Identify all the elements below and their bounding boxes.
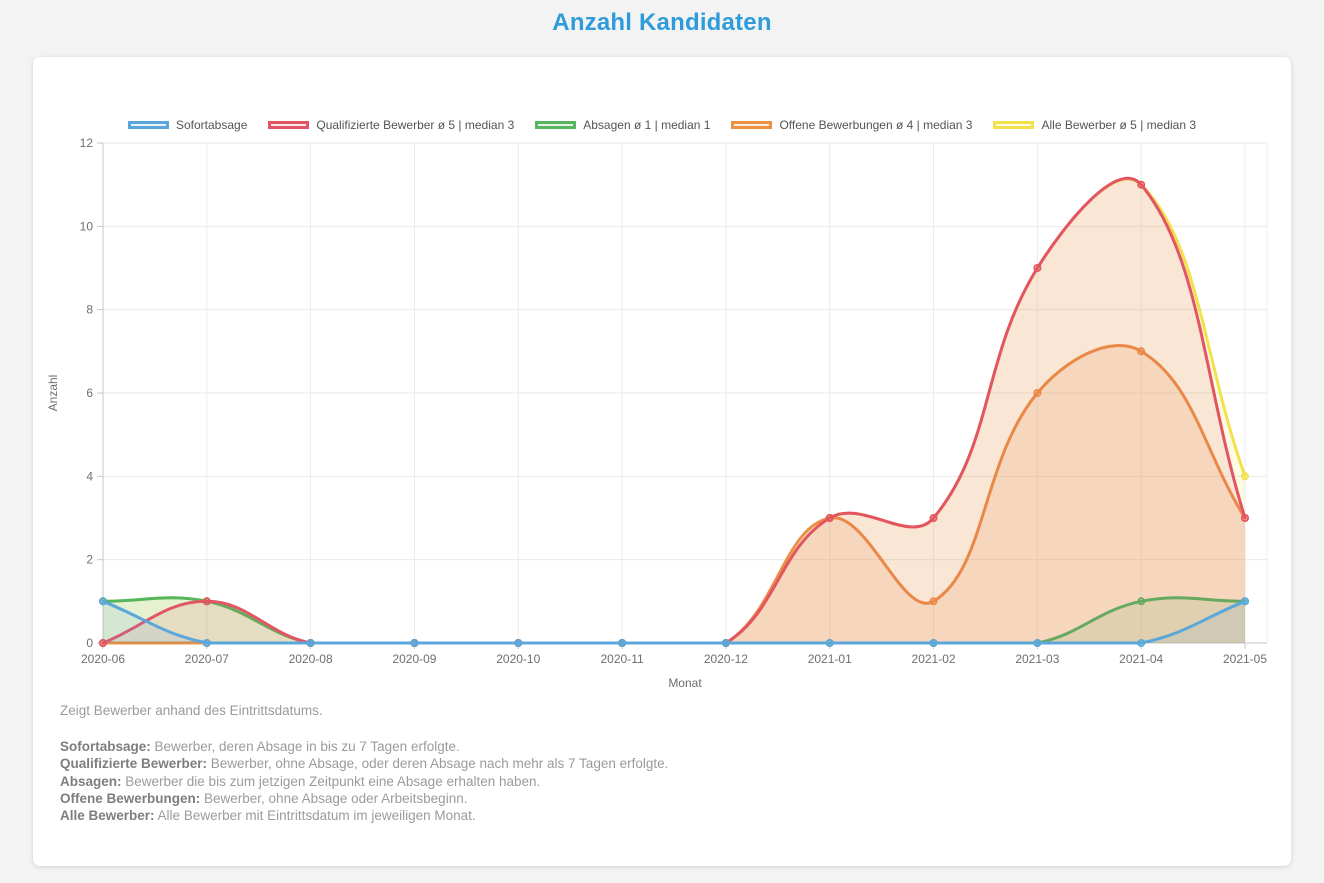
x-tick-label: 2021-01 — [808, 652, 852, 666]
series-sofortabsage — [99, 597, 1250, 647]
definition-line: Qualifizierte Bewerber: Bewerber, ohne A… — [60, 755, 1270, 772]
data-point-qualifizierte-bewerber[interactable] — [1241, 513, 1250, 522]
legend-label: Alle Bewerber ø 5 | median 3 — [1041, 118, 1197, 132]
chart-notes: Zeigt Bewerber anhand des Eintrittsdatum… — [60, 703, 1270, 824]
data-point-sofortabsage[interactable] — [929, 638, 938, 647]
y-tick-label: 8 — [86, 303, 93, 317]
definition-text: Bewerber, ohne Absage oder Arbeitsbeginn… — [200, 790, 468, 806]
data-point-sofortabsage[interactable] — [618, 638, 627, 647]
data-point-qualifizierte-bewerber[interactable] — [99, 638, 108, 647]
data-point-offene-bewerbungen[interactable] — [1033, 388, 1042, 397]
data-point-sofortabsage[interactable] — [514, 638, 523, 647]
legend-item-sofortabsage[interactable]: Sofortabsage — [127, 118, 248, 132]
series-area-absagen — [103, 597, 1245, 643]
legend-label: Sofortabsage — [175, 118, 248, 132]
x-tick-label: 2020-12 — [704, 652, 748, 666]
definition-text: Alle Bewerber mit Eintrittsdatum im jewe… — [154, 808, 476, 824]
series-area-alle-bewerber — [103, 179, 1245, 643]
series-definitions: Sofortabsage: Bewerber, deren Absage in … — [60, 738, 1270, 824]
definition-line: Offene Bewerbungen: Bewerber, ohne Absag… — [60, 790, 1270, 807]
legend-swatch-alle-bewerber — [993, 121, 1035, 129]
legend-item-alle-bewerber[interactable]: Alle Bewerber ø 5 | median 3 — [993, 118, 1196, 132]
x-tick-label: 2020-10 — [496, 652, 540, 666]
definition-term: Sofortabsage: — [60, 739, 151, 754]
legend-swatch-absagen — [535, 121, 577, 129]
data-point-sofortabsage[interactable] — [202, 638, 211, 647]
y-tick-label: 2 — [86, 553, 93, 567]
page-title: Anzahl Kandidaten — [552, 9, 772, 36]
data-point-sofortabsage[interactable] — [825, 638, 834, 647]
definition-text: Bewerber die bis zum jetzigen Zeitpunkt … — [121, 773, 541, 789]
x-tick-label: 2020-11 — [601, 652, 644, 666]
chart-grid: 0 2 4 6 8 10 12 2020-06 2020-07 2020-08 2020-09 202… — [80, 136, 1268, 666]
data-point-alle-bewerber[interactable] — [1241, 472, 1250, 481]
legend-label: Offene Bewerbungen ø 4 | median 3 — [779, 118, 973, 132]
data-point-qualifizierte-bewerber[interactable] — [1033, 264, 1042, 273]
definition-term: Qualifizierte Bewerber: — [60, 756, 208, 772]
x-axis-title: Monat — [668, 676, 702, 690]
definition-term: Absagen: — [60, 773, 122, 789]
series-area-offene-bewerbungen — [103, 345, 1245, 643]
x-tick-label: 2021-03 — [1015, 652, 1059, 666]
x-tick-label: 2020-07 — [185, 652, 229, 666]
x-tick-label: 2020-09 — [392, 652, 436, 666]
y-tick-label: 4 — [86, 469, 93, 483]
legend-swatch-qualifizierte-bewerber — [268, 121, 310, 129]
legend-swatch-sofortabsage — [127, 121, 169, 129]
data-point-qualifizierte-bewerber[interactable] — [825, 513, 834, 522]
y-tick-label: 12 — [80, 136, 94, 150]
y-tick-label: 6 — [86, 386, 93, 400]
x-tick-label: 2020-08 — [289, 652, 333, 666]
chart-card: Sofortabsage Qualifizierte Bewerber ø 5 |… — [33, 57, 1291, 866]
y-tick-label: 0 — [86, 636, 93, 650]
x-tick-label: 2021-02 — [912, 652, 956, 666]
series-qualifizierte-bewerber — [99, 176, 1250, 647]
legend-item-absagen[interactable]: Absagen ø 1 | median 1 — [535, 118, 710, 132]
legend-item-offene-bewerbungen[interactable]: Offene Bewerbungen ø 4 | median 3 — [731, 118, 972, 132]
data-point-sofortabsage[interactable] — [721, 638, 730, 647]
legend-label: Qualifizierte Bewerber ø 5 | median 3 — [316, 118, 515, 132]
data-point-qualifizierte-bewerber[interactable] — [929, 513, 938, 522]
x-tick-label: 2021-05 — [1223, 652, 1267, 666]
legend-swatch-offene-bewerbungen — [731, 121, 773, 129]
series-area-qualifizierte-bewerber — [103, 178, 1245, 644]
data-point-qualifizierte-bewerber[interactable] — [202, 597, 211, 606]
data-point-offene-bewerbungen[interactable] — [1137, 347, 1146, 356]
definition-term: Offene Bewerbungen: — [60, 790, 201, 806]
chart-description: Zeigt Bewerber anhand des Eintrittsdatum… — [60, 703, 323, 718]
y-tick-label: 10 — [80, 219, 94, 233]
legend-item-qualifizierte-bewerber[interactable]: Qualifizierte Bewerber ø 5 | median 3 — [268, 118, 514, 132]
data-point-absagen[interactable] — [1137, 597, 1146, 606]
data-point-qualifizierte-bewerber[interactable] — [1137, 180, 1146, 189]
data-point-sofortabsage[interactable] — [410, 638, 419, 647]
x-tick-label: 2020-06 — [81, 652, 125, 666]
definition-term: Alle Bewerber: — [60, 808, 155, 824]
data-point-sofortabsage[interactable] — [1241, 597, 1250, 606]
definition-text: Bewerber, ohne Absage, oder deren Absage… — [207, 756, 669, 772]
y-axis-title: Anzahl — [46, 375, 60, 412]
data-point-offene-bewerbungen[interactable] — [929, 597, 938, 606]
definition-text: Bewerber, deren Absage in bis zu 7 Tagen… — [150, 739, 460, 754]
x-tick-label: 2021-04 — [1119, 652, 1163, 666]
definition-line: Absagen: Bewerber die bis zum jetzigen Z… — [60, 773, 1270, 790]
data-point-sofortabsage[interactable] — [1137, 638, 1146, 647]
data-point-sofortabsage[interactable] — [99, 597, 108, 606]
definition-line: Sofortabsage: Bewerber, deren Absage in … — [60, 738, 1270, 755]
series-line-sofortabsage — [101, 599, 1247, 645]
legend-label: Absagen ø 1 | median 1 — [583, 118, 711, 132]
chart-legend: Sofortabsage Qualifizierte Bewerber ø 5 |… — [33, 118, 1291, 132]
definition-line: Alle Bewerber: Alle Bewerber mit Eintrit… — [60, 807, 1270, 824]
line-chart[interactable]: 0 2 4 6 8 10 12 2020-06 2020-07 2020-08 2020-09 202… — [33, 57, 1291, 697]
data-point-sofortabsage[interactable] — [1033, 638, 1042, 647]
data-point-sofortabsage[interactable] — [306, 638, 315, 647]
